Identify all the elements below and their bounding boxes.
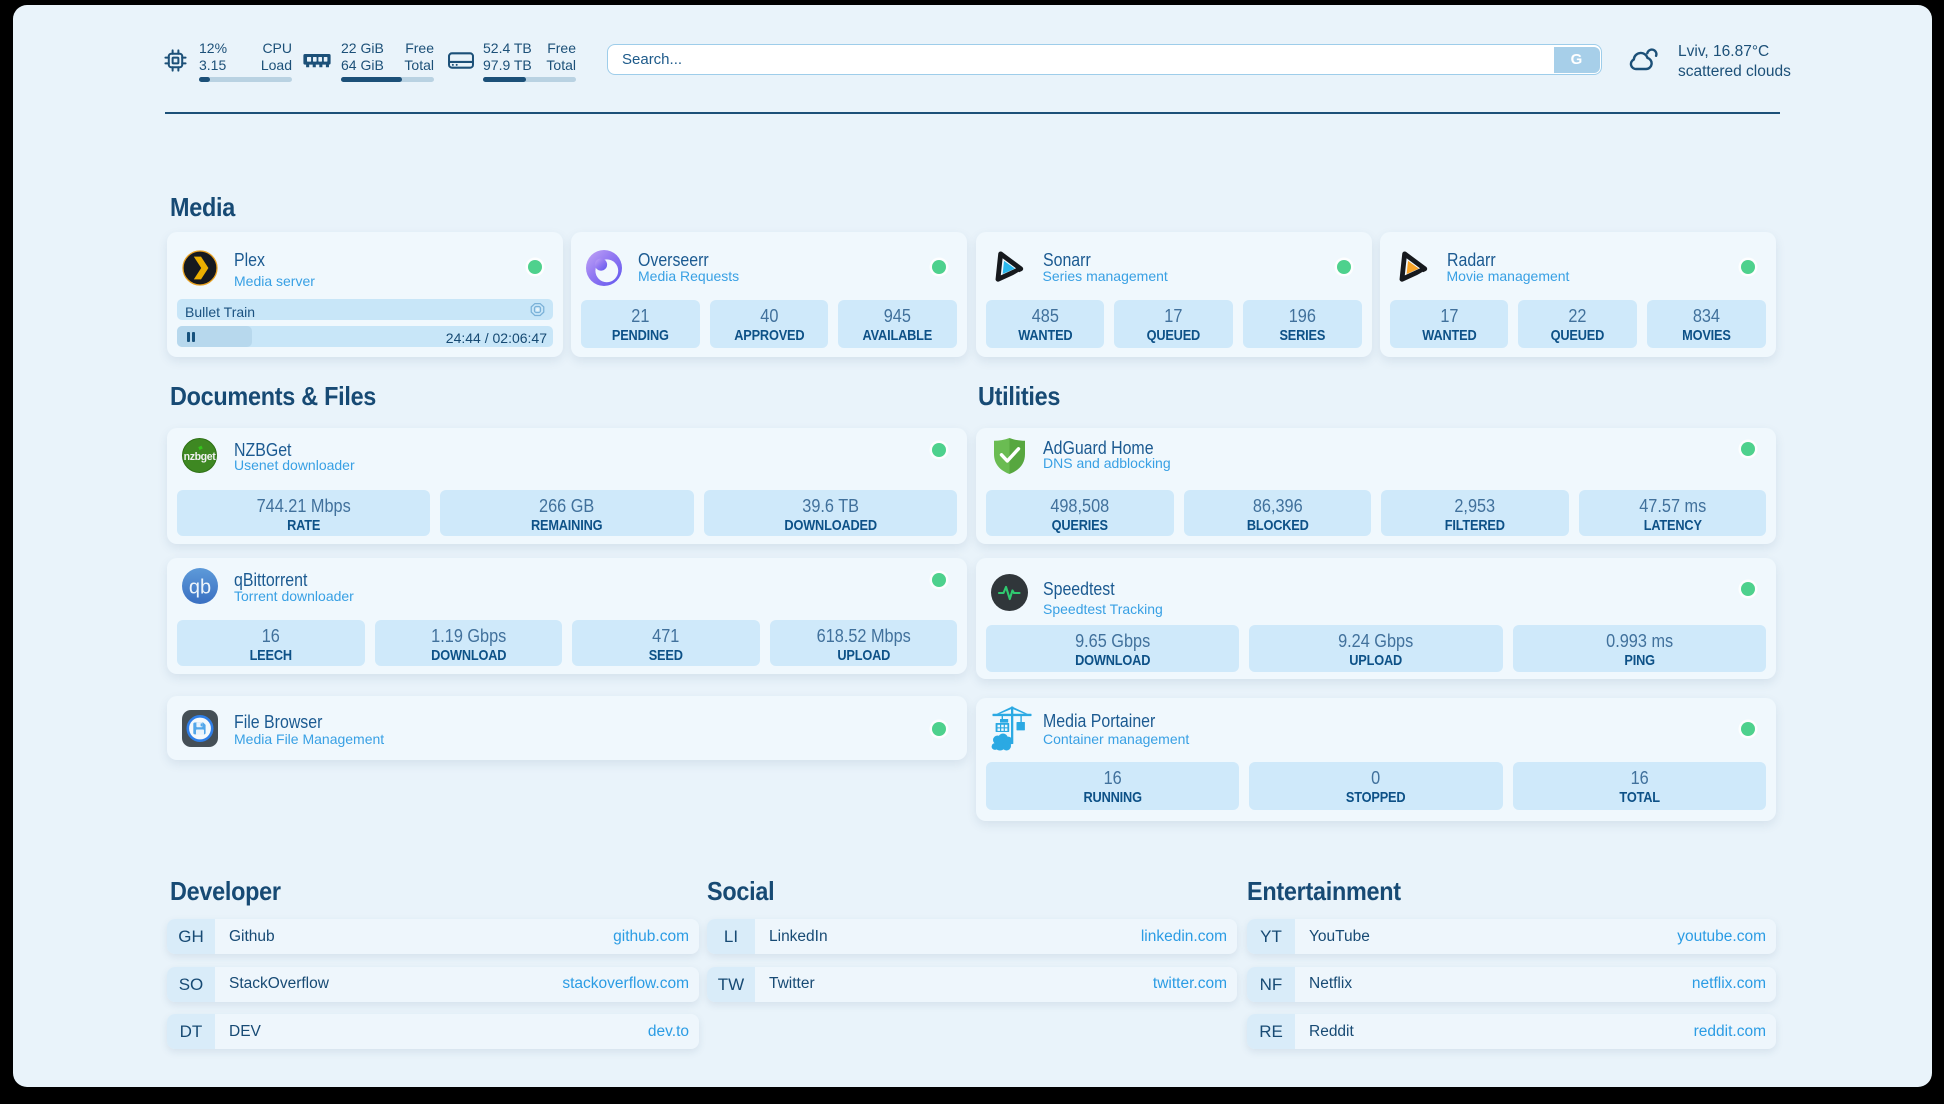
svg-text:qb: qb [189,577,211,599]
svg-text:nzbget: nzbget [184,450,217,462]
